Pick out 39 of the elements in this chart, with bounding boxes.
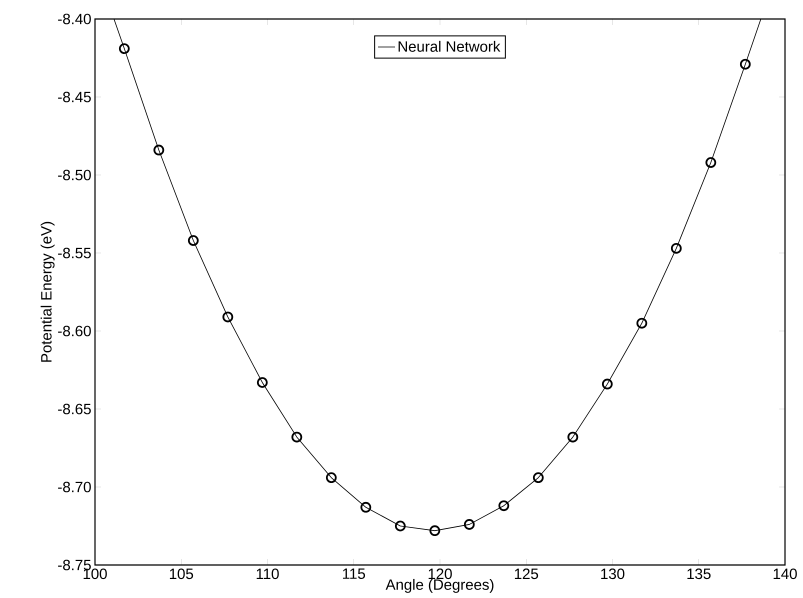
x-axis-title: Angle (Degrees) [386,578,494,593]
point [394,520,406,532]
x-tick-label: 105 [170,568,194,580]
point [705,157,716,168]
point [326,472,337,484]
x-tick-label: 140 [774,568,797,580]
point [602,378,613,390]
x-tick-label: 100 [84,568,107,580]
y-tick-label: -8.60 [58,326,91,336]
y-tick-label: -8.50 [58,170,91,180]
point [464,519,475,530]
point [567,432,578,442]
x-tick-label: 130 [601,568,624,580]
x-tick-label: 110 [256,568,279,580]
y-tick-label: -8.70 [58,482,91,492]
point [360,502,372,513]
point [256,377,268,388]
point [532,472,544,484]
point [498,500,510,512]
y-axis-title: Potential Energy (eV) [40,222,55,362]
point [222,312,234,322]
y-tick-label: -8.40 [58,14,91,24]
point [670,242,682,254]
x-tick-label: 120 [428,568,452,580]
point [153,144,164,156]
point [291,432,302,442]
legend-label: Neural Network [398,40,500,52]
y-tick-label: -8.55 [58,248,91,258]
point [429,525,440,536]
x-tick-label: 115 [342,568,366,579]
x-tick-label: 125 [514,568,538,580]
point [636,318,648,329]
point [188,235,199,246]
point [740,58,751,70]
point [118,43,130,54]
y-tick-label: -8.75 [58,560,91,570]
y-tick-label: -8.45 [58,92,91,102]
y-tick-label: -8.65 [58,404,91,414]
x-tick-label: 135 [687,568,711,580]
